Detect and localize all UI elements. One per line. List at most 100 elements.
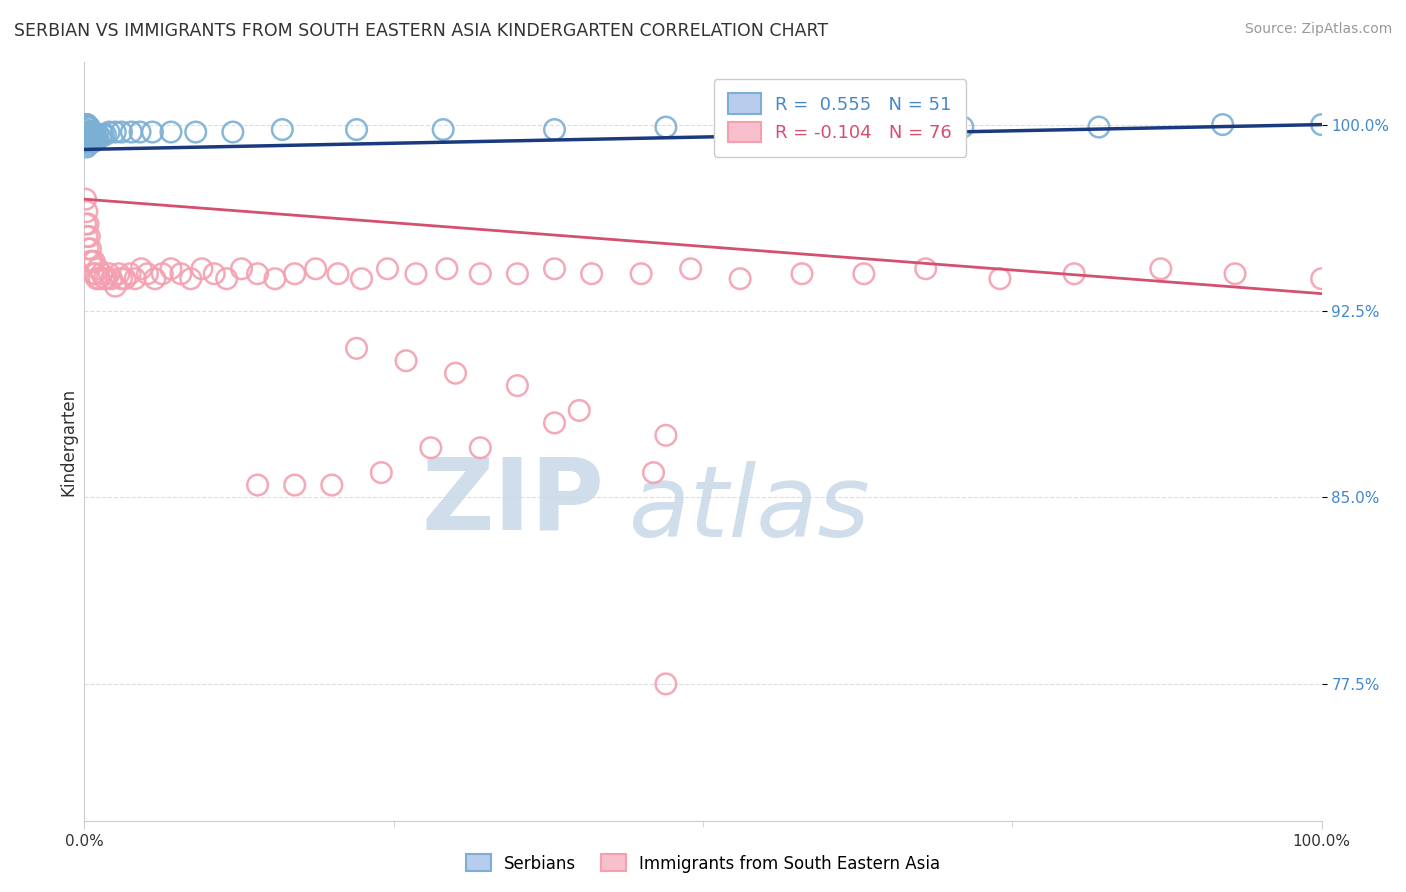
Point: [75, 122, 97, 136]
Point: [98, 125, 121, 139]
Point: [98, 267, 121, 281]
Point: [988, 271, 1011, 285]
Point: [141, 125, 163, 139]
Point: [852, 120, 875, 134]
Point: [79, 132, 101, 146]
Point: [82, 267, 104, 281]
Point: [77, 125, 100, 139]
Point: [215, 271, 238, 285]
Point: [79, 120, 101, 134]
Point: [419, 441, 441, 455]
Point: [104, 125, 127, 139]
Point: [129, 125, 152, 139]
Point: [110, 271, 132, 285]
Y-axis label: Kindergarten: Kindergarten: [59, 387, 77, 496]
Point: [370, 466, 392, 480]
Point: [136, 267, 159, 281]
Point: [79, 128, 101, 142]
Point: [77, 217, 100, 231]
Point: [470, 267, 492, 281]
Point: [129, 261, 152, 276]
Point: [77, 242, 100, 256]
Point: [93, 271, 115, 285]
Point: [96, 271, 118, 285]
Point: [75, 118, 97, 132]
Point: [86, 132, 108, 146]
Point: [75, 128, 97, 142]
Point: [754, 120, 776, 134]
Point: [79, 229, 101, 244]
Point: [76, 118, 98, 132]
Point: [231, 261, 253, 276]
Point: [83, 130, 105, 145]
Point: [790, 267, 813, 281]
Point: [86, 271, 108, 285]
Point: [82, 135, 104, 149]
Point: [76, 204, 98, 219]
Point: [1223, 267, 1246, 281]
Point: [120, 267, 142, 281]
Legend: Serbians, Immigrants from South Eastern Asia: Serbians, Immigrants from South Eastern …: [458, 847, 948, 880]
Point: [89, 130, 111, 145]
Point: [728, 271, 751, 285]
Point: [264, 271, 287, 285]
Point: [80, 254, 103, 268]
Point: [79, 242, 101, 256]
Point: [79, 135, 101, 149]
Point: [77, 137, 100, 152]
Point: [79, 125, 101, 139]
Point: [120, 125, 142, 139]
Point: [246, 267, 269, 281]
Point: [395, 353, 418, 368]
Point: [1088, 120, 1111, 134]
Point: [952, 120, 974, 134]
Point: [76, 130, 98, 145]
Point: [1310, 118, 1333, 132]
Point: [83, 254, 105, 268]
Point: [180, 271, 202, 285]
Point: [444, 366, 467, 380]
Point: [432, 122, 454, 136]
Point: [124, 271, 146, 285]
Point: [506, 267, 529, 281]
Text: atlas: atlas: [628, 461, 870, 558]
Point: [94, 128, 117, 142]
Legend: R =  0.555   N = 51, R = -0.104   N = 76: R = 0.555 N = 51, R = -0.104 N = 76: [714, 79, 966, 157]
Point: [506, 378, 529, 392]
Text: ZIP: ZIP: [422, 454, 605, 550]
Point: [655, 428, 678, 442]
Point: [346, 341, 368, 355]
Point: [170, 267, 193, 281]
Point: [110, 125, 132, 139]
Point: [246, 478, 269, 492]
Point: [76, 118, 98, 132]
Point: [89, 271, 111, 285]
Point: [284, 267, 307, 281]
Point: [100, 271, 122, 285]
Point: [350, 271, 373, 285]
Point: [87, 261, 110, 276]
Point: [305, 261, 328, 276]
Point: [1150, 261, 1173, 276]
Point: [77, 132, 100, 146]
Point: [1212, 118, 1234, 132]
Point: [1310, 271, 1333, 285]
Point: [377, 261, 399, 276]
Point: [543, 122, 565, 136]
Point: [543, 261, 565, 276]
Point: [75, 118, 97, 132]
Point: [91, 128, 114, 142]
Point: [581, 267, 603, 281]
Point: [326, 267, 349, 281]
Point: [643, 466, 665, 480]
Point: [470, 441, 492, 455]
Point: [90, 267, 112, 281]
Text: SERBIAN VS IMMIGRANTS FROM SOUTH EASTERN ASIA KINDERGARTEN CORRELATION CHART: SERBIAN VS IMMIGRANTS FROM SOUTH EASTERN…: [14, 22, 828, 40]
Point: [108, 267, 131, 281]
Point: [150, 267, 173, 281]
Point: [222, 125, 245, 139]
Point: [284, 478, 307, 492]
Point: [75, 192, 97, 206]
Point: [104, 279, 127, 293]
Point: [84, 128, 107, 142]
